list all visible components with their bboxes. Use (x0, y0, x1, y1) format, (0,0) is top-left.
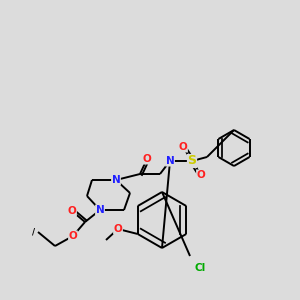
Text: N: N (96, 205, 104, 215)
Text: S: S (188, 154, 196, 167)
Text: O: O (196, 170, 206, 180)
Text: O: O (68, 206, 76, 216)
Text: O: O (142, 154, 152, 164)
Text: O: O (69, 231, 77, 241)
Text: O: O (178, 142, 188, 152)
Text: N: N (112, 175, 120, 185)
Text: N: N (166, 156, 174, 166)
Text: Cl: Cl (194, 263, 206, 273)
Text: /: / (32, 227, 35, 236)
Text: O: O (114, 224, 122, 234)
